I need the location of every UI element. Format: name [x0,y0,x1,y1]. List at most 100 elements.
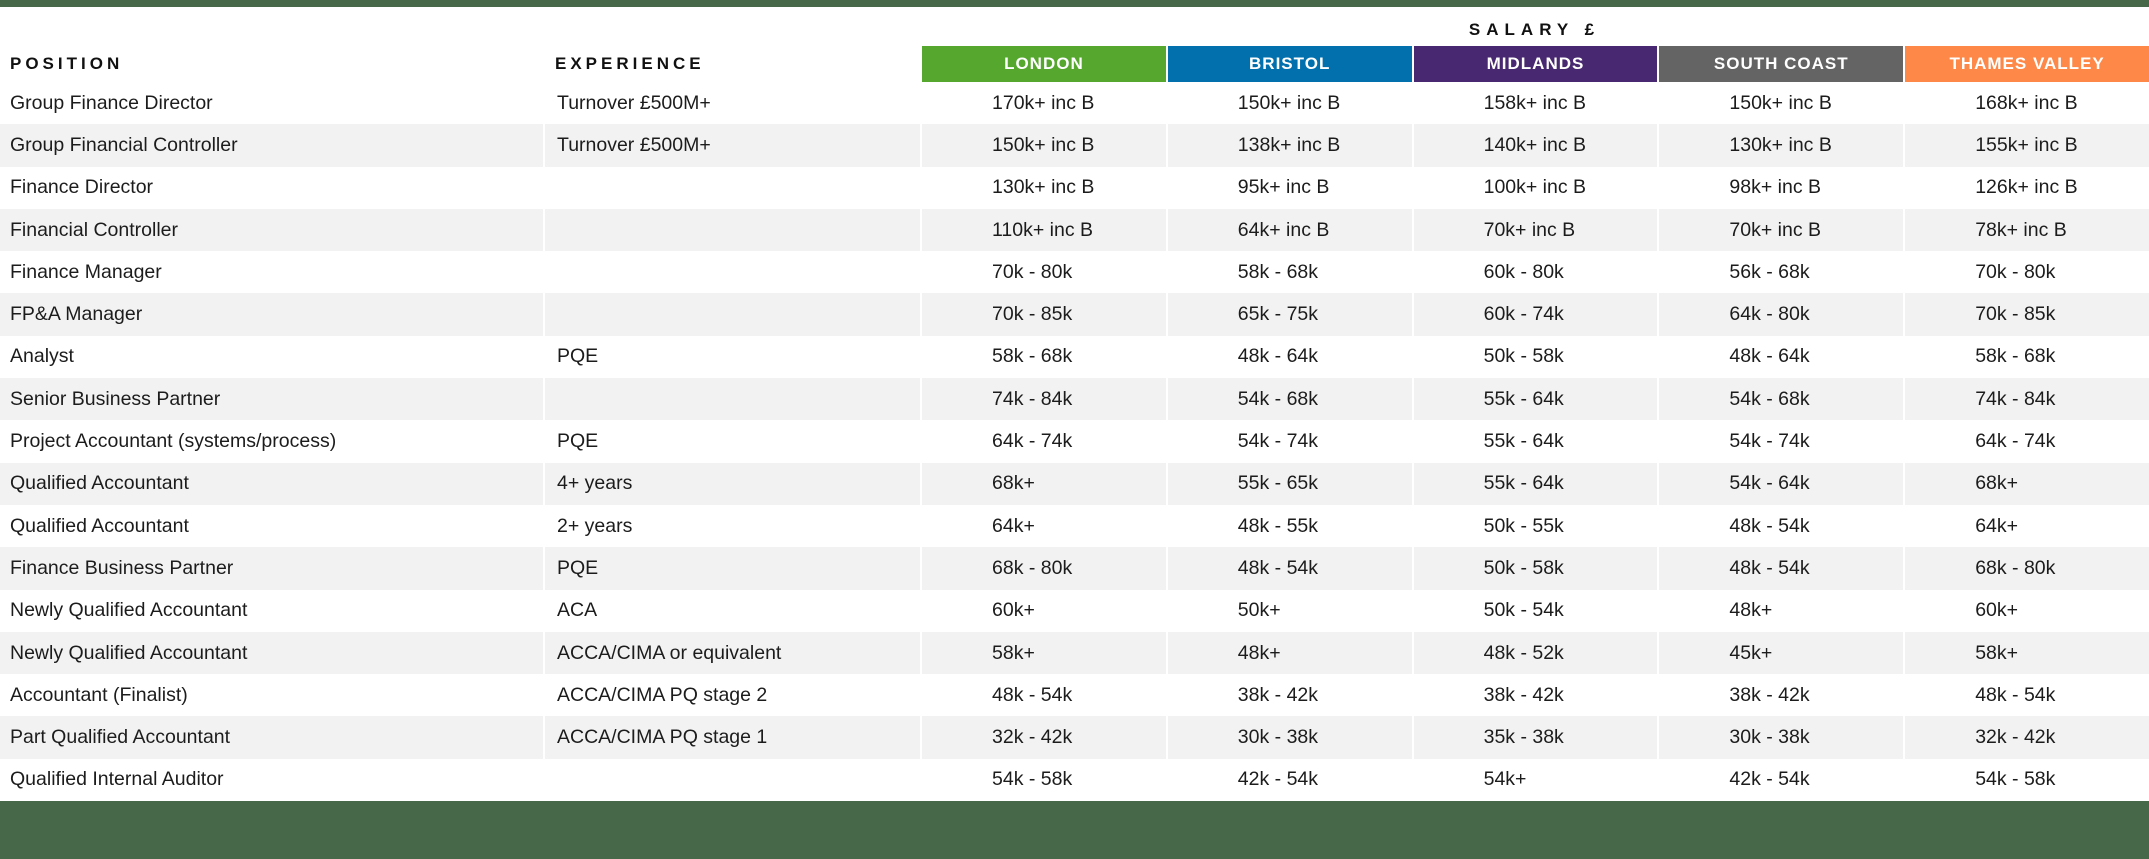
top-accent-bar [0,0,2149,7]
table-row: Analyst PQE 58k - 68k 48k - 64k 50k - 58… [0,335,2149,379]
salary-cell-south-coast: 48k - 54k [1657,504,1903,548]
salary-cell-london: 58k - 68k [920,335,1166,379]
salary-cell-london: 74k - 84k [920,378,1166,421]
salary-cell-bristol: 48k+ [1165,631,1412,675]
salary-cell-london: 64k+ [920,504,1166,548]
region-header-bristol: BRISTOL [1165,46,1412,82]
position-cell: Qualified Accountant [10,514,189,537]
table-header-row: POSITION EXPERIENCE LONDON BRISTOL MIDLA… [0,46,2149,82]
salary-cell-thames-valley: 60k+ [1903,589,2149,632]
position-cell: Group Financial Controller [10,133,238,156]
position-cell: Finance Business Partner [10,556,234,579]
salary-cell-london: 70k - 80k [920,251,1166,294]
salary-cell-midlands: 50k - 55k [1411,504,1658,548]
table-row: Qualified Accountant 4+ years 68k+ 55k -… [0,462,2149,505]
position-cell: Project Accountant (systems/process) [10,430,337,453]
experience-cell: ACCA/CIMA PQ stage 1 [543,716,920,759]
position-cell: Qualified Internal Auditor [10,768,224,791]
experience-cell [543,758,920,802]
salary-band: SALARY £ [0,7,2149,46]
table-row: Accountant (Finalist) ACCA/CIMA PQ stage… [0,674,2149,717]
salary-cell-bristol: 30k - 38k [1165,716,1412,759]
salary-cell-south-coast: 30k - 38k [1657,716,1903,759]
experience-cell: Turnover £500M+ [543,124,920,167]
salary-cell-south-coast: 48k - 64k [1657,335,1903,379]
salary-cell-midlands: 48k - 52k [1411,631,1658,675]
salary-cell-bristol: 95k+ inc B [1165,166,1412,209]
salary-cell-midlands: 38k - 42k [1411,674,1658,717]
table-row: Financial Controller 110k+ inc B 64k+ in… [0,208,2149,252]
salary-cell-bristol: 48k - 54k [1165,547,1412,590]
salary-cell-thames-valley: 168k+ inc B [1903,82,2149,125]
salary-cell-bristol: 58k - 68k [1165,251,1412,294]
salary-cell-bristol: 54k - 68k [1165,378,1412,421]
position-cell: Qualified Accountant [10,472,189,495]
salary-cell-bristol: 150k+ inc B [1165,82,1412,125]
position-cell: Financial Controller [10,218,178,241]
experience-cell [543,251,920,294]
salary-heading: SALARY £ [1468,19,1601,39]
salary-cell-south-coast: 56k - 68k [1657,251,1903,294]
salary-cell-thames-valley: 58k - 68k [1903,335,2149,379]
position-cell: Group Finance Director [10,91,213,114]
salary-cell-london: 54k - 58k [920,758,1166,802]
salary-cell-london: 130k+ inc B [920,166,1166,209]
position-column-header: POSITION [10,54,124,73]
experience-cell [543,166,920,209]
experience-cell: ACCA/CIMA or equivalent [543,631,920,675]
table-row: Finance Manager 70k - 80k 58k - 68k 60k … [0,251,2149,294]
salary-cell-london: 150k+ inc B [920,124,1166,167]
salary-cell-midlands: 50k - 54k [1411,589,1658,632]
table-row: Newly Qualified Accountant ACCA/CIMA or … [0,631,2149,675]
salary-cell-london: 68k - 80k [920,547,1166,590]
salary-cell-bristol: 55k - 65k [1165,462,1412,505]
salary-cell-south-coast: 54k - 68k [1657,378,1903,421]
experience-cell: ACA [543,589,920,632]
salary-cell-thames-valley: 70k - 80k [1903,251,2149,294]
salary-cell-thames-valley: 54k - 58k [1903,758,2149,802]
salary-cell-south-coast: 98k+ inc B [1657,166,1903,209]
region-header-south-coast: SOUTH COAST [1657,46,1904,82]
salary-cell-south-coast: 54k - 74k [1657,420,1903,463]
position-cell: Senior Business Partner [10,387,221,410]
salary-cell-midlands: 100k+ inc B [1411,166,1658,209]
salary-cell-midlands: 35k - 38k [1411,716,1658,759]
salary-cell-thames-valley: 64k+ [1903,504,2149,548]
region-header-thames-valley: THAMES VALLEY [1903,46,2149,82]
salary-cell-midlands: 50k - 58k [1411,547,1658,590]
salary-cell-midlands: 50k - 58k [1411,335,1658,379]
experience-cell [543,208,920,252]
salary-cell-bristol: 42k - 54k [1165,758,1412,802]
salary-cell-bristol: 65k - 75k [1165,293,1412,336]
salary-cell-south-coast: 45k+ [1657,631,1903,675]
table-row: FP&A Manager 70k - 85k 65k - 75k 60k - 7… [0,293,2149,336]
salary-table: SALARY £ POSITION EXPERIENCE LONDON BRIS… [0,7,2149,802]
position-cell: Newly Qualified Accountant [10,641,248,664]
salary-cell-south-coast: 48k - 54k [1657,547,1903,590]
table-row: Project Accountant (systems/process) PQE… [0,420,2149,463]
region-header-london: LONDON [920,46,1166,82]
salary-cell-london: 110k+ inc B [920,208,1166,252]
table-row: Senior Business Partner 74k - 84k 54k - … [0,378,2149,421]
experience-cell: Turnover £500M+ [543,82,920,125]
salary-cell-thames-valley: 48k - 54k [1903,674,2149,717]
salary-cell-south-coast: 38k - 42k [1657,674,1903,717]
table-body: Group Finance Director Turnover £500M+ 1… [0,82,2149,802]
salary-cell-midlands: 60k - 74k [1411,293,1658,336]
experience-cell: 2+ years [543,504,920,548]
salary-cell-london: 60k+ [920,589,1166,632]
salary-cell-midlands: 140k+ inc B [1411,124,1658,167]
salary-cell-london: 48k - 54k [920,674,1166,717]
table-row: Finance Business Partner PQE 68k - 80k 4… [0,547,2149,590]
salary-cell-south-coast: 48k+ [1657,589,1903,632]
salary-cell-london: 58k+ [920,631,1166,675]
salary-cell-thames-valley: 32k - 42k [1903,716,2149,759]
experience-cell [543,378,920,421]
table-row: Qualified Internal Auditor 54k - 58k 42k… [0,758,2149,802]
position-cell: Newly Qualified Accountant [10,599,248,622]
salary-cell-thames-valley: 70k - 85k [1903,293,2149,336]
experience-cell: ACCA/CIMA PQ stage 2 [543,674,920,717]
salary-cell-south-coast: 150k+ inc B [1657,82,1903,125]
position-cell: Finance Director [10,176,154,199]
salary-cell-london: 64k - 74k [920,420,1166,463]
